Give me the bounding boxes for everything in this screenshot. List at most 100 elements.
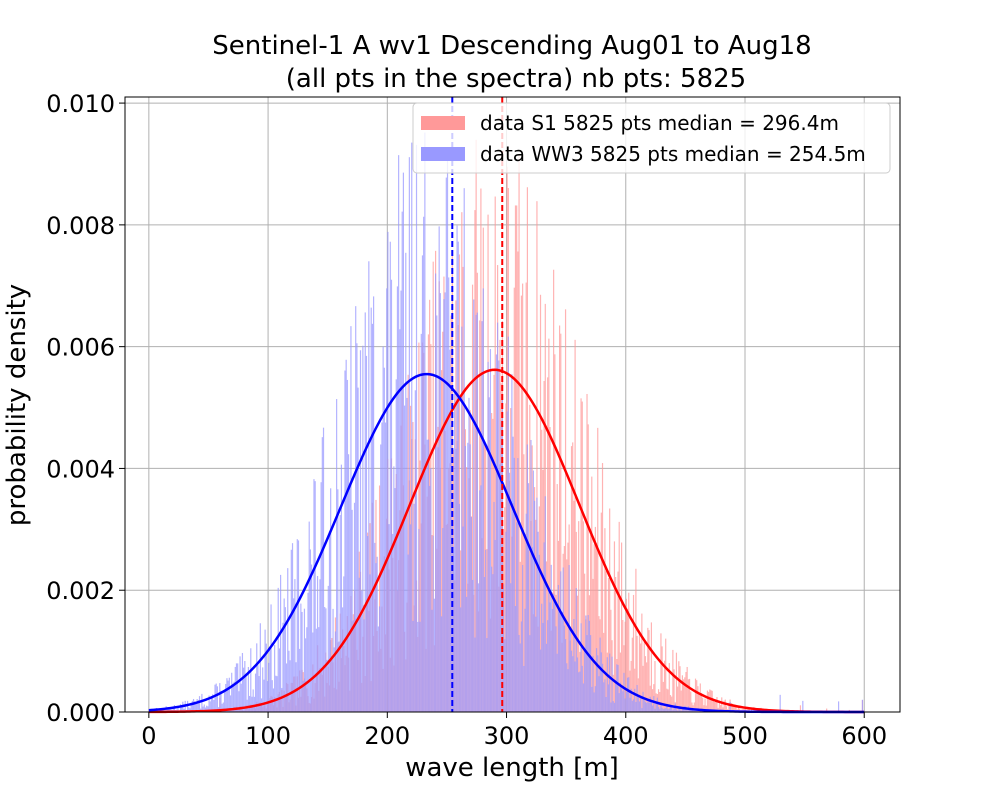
legend-label-ww3: data WW3 5825 pts median = 254.5m — [480, 142, 866, 166]
histogram-bar — [532, 470, 534, 712]
histogram-bar — [580, 398, 582, 712]
histogram-bar — [668, 708, 670, 712]
histogram-bar — [637, 696, 639, 712]
histogram-bar — [389, 241, 391, 712]
histogram-bar — [333, 647, 335, 712]
histogram-bar — [253, 696, 255, 712]
histogram-bar — [802, 700, 804, 712]
histogram-bar — [653, 696, 655, 712]
histogram-bar — [494, 539, 496, 712]
histogram-bar — [395, 379, 397, 712]
histogram-bar — [750, 708, 753, 712]
legend-swatch-s1 — [421, 116, 465, 130]
histogram-bar — [485, 549, 487, 712]
histogram-bar — [683, 679, 685, 712]
histogram-bar — [237, 663, 239, 712]
histogram-bar — [554, 354, 556, 712]
histogram-bar — [694, 678, 697, 712]
histogram-bar — [365, 355, 368, 712]
histogram-bar — [646, 662, 648, 712]
x-tick-label-4: 400 — [603, 722, 649, 750]
histogram-bar — [231, 672, 233, 712]
histogram-bar — [209, 701, 211, 712]
histogram-bar — [529, 404, 531, 712]
histogram-bar — [506, 411, 508, 712]
histogram-bar — [685, 671, 687, 712]
histogram-bar — [599, 637, 601, 712]
histogram-bar — [625, 598, 627, 712]
legend: data S1 5825 pts median = 296.4m data WW… — [412, 102, 891, 174]
histogram-bar — [675, 652, 678, 712]
histogram-bar — [518, 634, 520, 712]
histogram-bar — [672, 649, 674, 712]
histogram-bar — [686, 666, 688, 712]
histogram-bar — [432, 535, 434, 712]
histogram-bar — [733, 706, 735, 712]
histogram-bar — [417, 621, 419, 712]
histogram-bar — [277, 587, 279, 712]
histogram-bar — [542, 469, 544, 712]
histogram-bar — [562, 567, 564, 712]
histogram-bar — [356, 343, 358, 712]
histogram-bar — [636, 635, 638, 712]
histogram-bar — [350, 326, 352, 712]
histogram-bar — [748, 707, 750, 712]
histogram-bar — [567, 542, 569, 712]
histogram-bar — [526, 444, 528, 712]
histogram-bar — [514, 606, 517, 712]
histogram-bar — [474, 210, 476, 713]
histogram-bar — [582, 683, 585, 712]
histogram-bar — [539, 294, 542, 712]
histogram-bar — [500, 420, 502, 712]
histogram-bar — [494, 196, 496, 713]
histogram-bar — [595, 543, 598, 712]
histogram-bar — [476, 312, 478, 712]
histogram-bar — [482, 288, 484, 712]
histogram-bar — [618, 693, 620, 712]
histogram-bar — [610, 609, 612, 712]
histogram-bar — [684, 677, 686, 712]
histogram-bar — [297, 540, 300, 712]
histogram-bar — [480, 485, 482, 712]
histogram-bar — [642, 665, 644, 712]
y-tick-label-5: 0.010 — [46, 90, 115, 118]
histogram-bar — [373, 296, 375, 712]
histogram-bar — [451, 255, 453, 713]
histogram-bar — [659, 708, 661, 712]
histogram-bar — [663, 708, 666, 712]
histogram-bar — [197, 699, 199, 712]
histogram-bar — [549, 427, 551, 712]
histogram-bar — [313, 479, 315, 712]
histogram-bar — [572, 442, 574, 712]
histogram-bar — [424, 132, 426, 713]
x-axis-label: wave length [m] — [405, 753, 619, 783]
histogram-bar — [386, 288, 388, 712]
histogram-bar — [480, 188, 482, 712]
histogram-bar — [421, 255, 424, 712]
histogram-bar — [210, 696, 213, 712]
histogram-bar — [412, 422, 414, 712]
histogram-bar — [444, 292, 446, 712]
histogram-bar — [686, 707, 688, 712]
histogram-bar — [644, 656, 647, 712]
histogram-bar — [382, 346, 384, 712]
histogram-bar — [337, 489, 339, 712]
histogram-bar — [718, 700, 720, 712]
histogram-bar — [617, 571, 619, 712]
histogram-bar — [522, 564, 524, 712]
axis-ticks: 0 100 200 300 400 500 600 0.000 0.002 0.004 0.006 0… — [46, 90, 887, 750]
histogram-bar — [635, 568, 637, 712]
histogram-bar — [192, 698, 195, 712]
histogram-bar — [309, 549, 311, 712]
histogram-bar — [508, 472, 511, 712]
histogram-bar — [466, 467, 468, 712]
histogram-bar — [624, 621, 626, 712]
histogram-bar — [326, 659, 328, 712]
histogram-bar — [344, 370, 346, 712]
histogram-bar — [276, 676, 278, 712]
histogram-bar — [464, 445, 466, 712]
histogram-bar — [234, 666, 236, 712]
histogram-bar — [582, 521, 585, 712]
legend-label-s1: data S1 5825 pts median = 296.4m — [480, 111, 839, 135]
histogram-bar — [560, 571, 562, 712]
